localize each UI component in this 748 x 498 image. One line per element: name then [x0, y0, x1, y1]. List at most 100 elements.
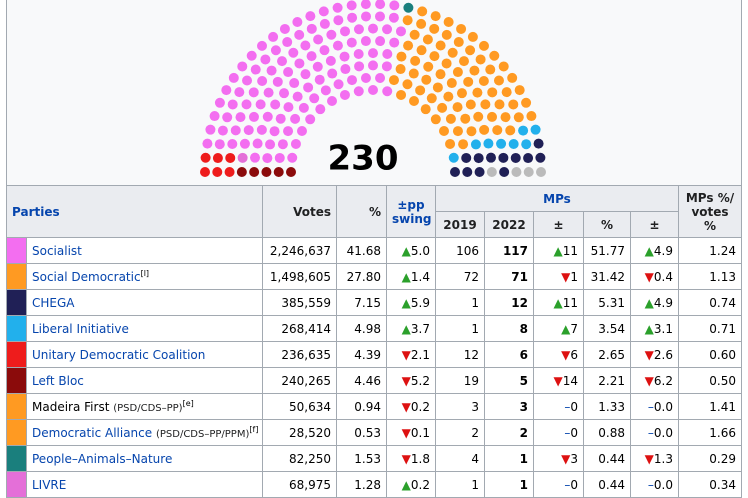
mps-2019: 72 — [435, 263, 485, 290]
seat — [212, 167, 223, 177]
party-link[interactable]: CHEGA — [32, 295, 75, 310]
mps-2019: 12 — [435, 341, 485, 368]
mps-pct: 3.54 — [583, 315, 631, 342]
vote-pct-text: 1.28 — [354, 477, 381, 492]
seat — [368, 85, 378, 95]
mps-pct-change-text: 6.2 — [653, 373, 673, 388]
party-row: Madeira First (PSD/CDS–PP)[e] 50,634 0.94 ▼… — [6, 393, 742, 420]
header-mps[interactable]: MPs — [435, 185, 679, 212]
seat — [474, 167, 485, 177]
header-swing[interactable]: ±pp swing — [386, 185, 436, 238]
party-link[interactable]: Democratic Alliance — [32, 426, 153, 440]
seat — [354, 61, 365, 72]
party-link[interactable]: LIVRE — [32, 477, 67, 492]
vote-pct-text: 0.94 — [354, 399, 381, 414]
seat — [268, 31, 279, 42]
change-icon: ▼ — [401, 399, 411, 414]
ratio-text: 0.34 — [709, 477, 736, 492]
seat — [332, 2, 343, 13]
seat — [375, 72, 386, 83]
mps-pct-change: ▼1.3 — [630, 445, 679, 472]
seat — [327, 95, 337, 106]
change-icon: – — [647, 477, 654, 492]
seat — [410, 55, 421, 66]
seat — [446, 78, 457, 89]
mps-pct-text: 51.77 — [590, 243, 625, 258]
seat — [498, 61, 509, 72]
seat — [417, 6, 428, 17]
mps-pct-text: 0.44 — [598, 477, 625, 492]
ratio-text: 0.60 — [709, 347, 736, 362]
seat — [214, 139, 225, 150]
seat — [478, 40, 489, 51]
seat — [273, 167, 284, 177]
seat — [533, 138, 544, 149]
seat — [458, 56, 469, 67]
seat — [535, 152, 546, 163]
seat — [381, 61, 392, 72]
seat — [485, 64, 496, 75]
seat — [246, 50, 257, 61]
mps-2022: 117 — [484, 237, 534, 264]
seat — [236, 167, 247, 177]
mps-2022: 8 — [484, 315, 534, 342]
party-row: CHEGA 385,559 7.15 ▲5.9 1 12 ▲11 5.31 ▲4.9 0.74 — [6, 289, 742, 316]
seat — [217, 125, 228, 136]
mps-change: ▼6 — [533, 341, 584, 368]
seat — [467, 31, 478, 42]
mps-2022: 3 — [484, 393, 534, 420]
mps-2019: 2 — [435, 419, 485, 446]
party-link[interactable]: Social Democratic — [32, 270, 141, 284]
seat — [439, 126, 450, 136]
seat — [332, 40, 343, 51]
seat — [294, 29, 305, 40]
seat — [230, 125, 241, 136]
change-icon: ▼ — [401, 425, 411, 440]
seat — [283, 102, 294, 113]
party-link[interactable]: Unitary Democratic Coalition — [32, 347, 206, 362]
mps-pct: 2.65 — [583, 341, 631, 368]
party-link[interactable]: Socialist — [32, 243, 82, 258]
seat — [277, 139, 288, 150]
party-note: (PSD/CDS–PP) — [113, 403, 183, 414]
mps-pct-change-text: 2.6 — [653, 347, 673, 362]
seat — [408, 68, 419, 79]
seat — [441, 58, 452, 69]
party-link[interactable]: Liberal Initiative — [32, 321, 129, 336]
seat — [498, 152, 509, 163]
party-color — [6, 445, 27, 472]
seat — [494, 99, 505, 110]
mps-change-text: 7 — [570, 321, 578, 336]
seat — [250, 64, 261, 75]
seat — [289, 78, 300, 89]
change-icon: ▼ — [553, 373, 563, 388]
votes-text: 68,975 — [289, 477, 331, 492]
party-name: Left Bloc — [26, 367, 263, 394]
seat — [456, 23, 467, 34]
vote-pct: 41.68 — [336, 237, 387, 264]
vote-pct: 0.53 — [336, 419, 387, 446]
seat — [443, 16, 454, 27]
change-icon: – — [564, 477, 571, 492]
seat — [368, 60, 378, 71]
party-link[interactable]: Left Bloc — [32, 373, 84, 388]
seat — [319, 18, 330, 29]
mps-pct-change-text: 4.9 — [653, 243, 673, 258]
party-link[interactable]: People–Animals–Nature — [32, 451, 173, 466]
swing: ▲5.9 — [386, 289, 436, 316]
seat — [487, 111, 498, 122]
party-color — [6, 471, 27, 498]
mps-2019-text: 2 — [471, 425, 479, 440]
header-parties[interactable]: Parties — [6, 185, 263, 238]
seat — [255, 99, 266, 110]
change-icon: ▲ — [401, 321, 411, 336]
change-icon: – — [647, 399, 654, 414]
seat — [492, 125, 503, 136]
party-note: (PSD/CDS–PP/PPM) — [155, 429, 250, 440]
mps-pct-text: 31.42 — [590, 269, 625, 284]
mps-pct: 5.31 — [583, 289, 631, 316]
seat — [272, 76, 283, 87]
seat — [511, 167, 522, 177]
party-color — [6, 341, 27, 368]
seat — [340, 64, 351, 75]
